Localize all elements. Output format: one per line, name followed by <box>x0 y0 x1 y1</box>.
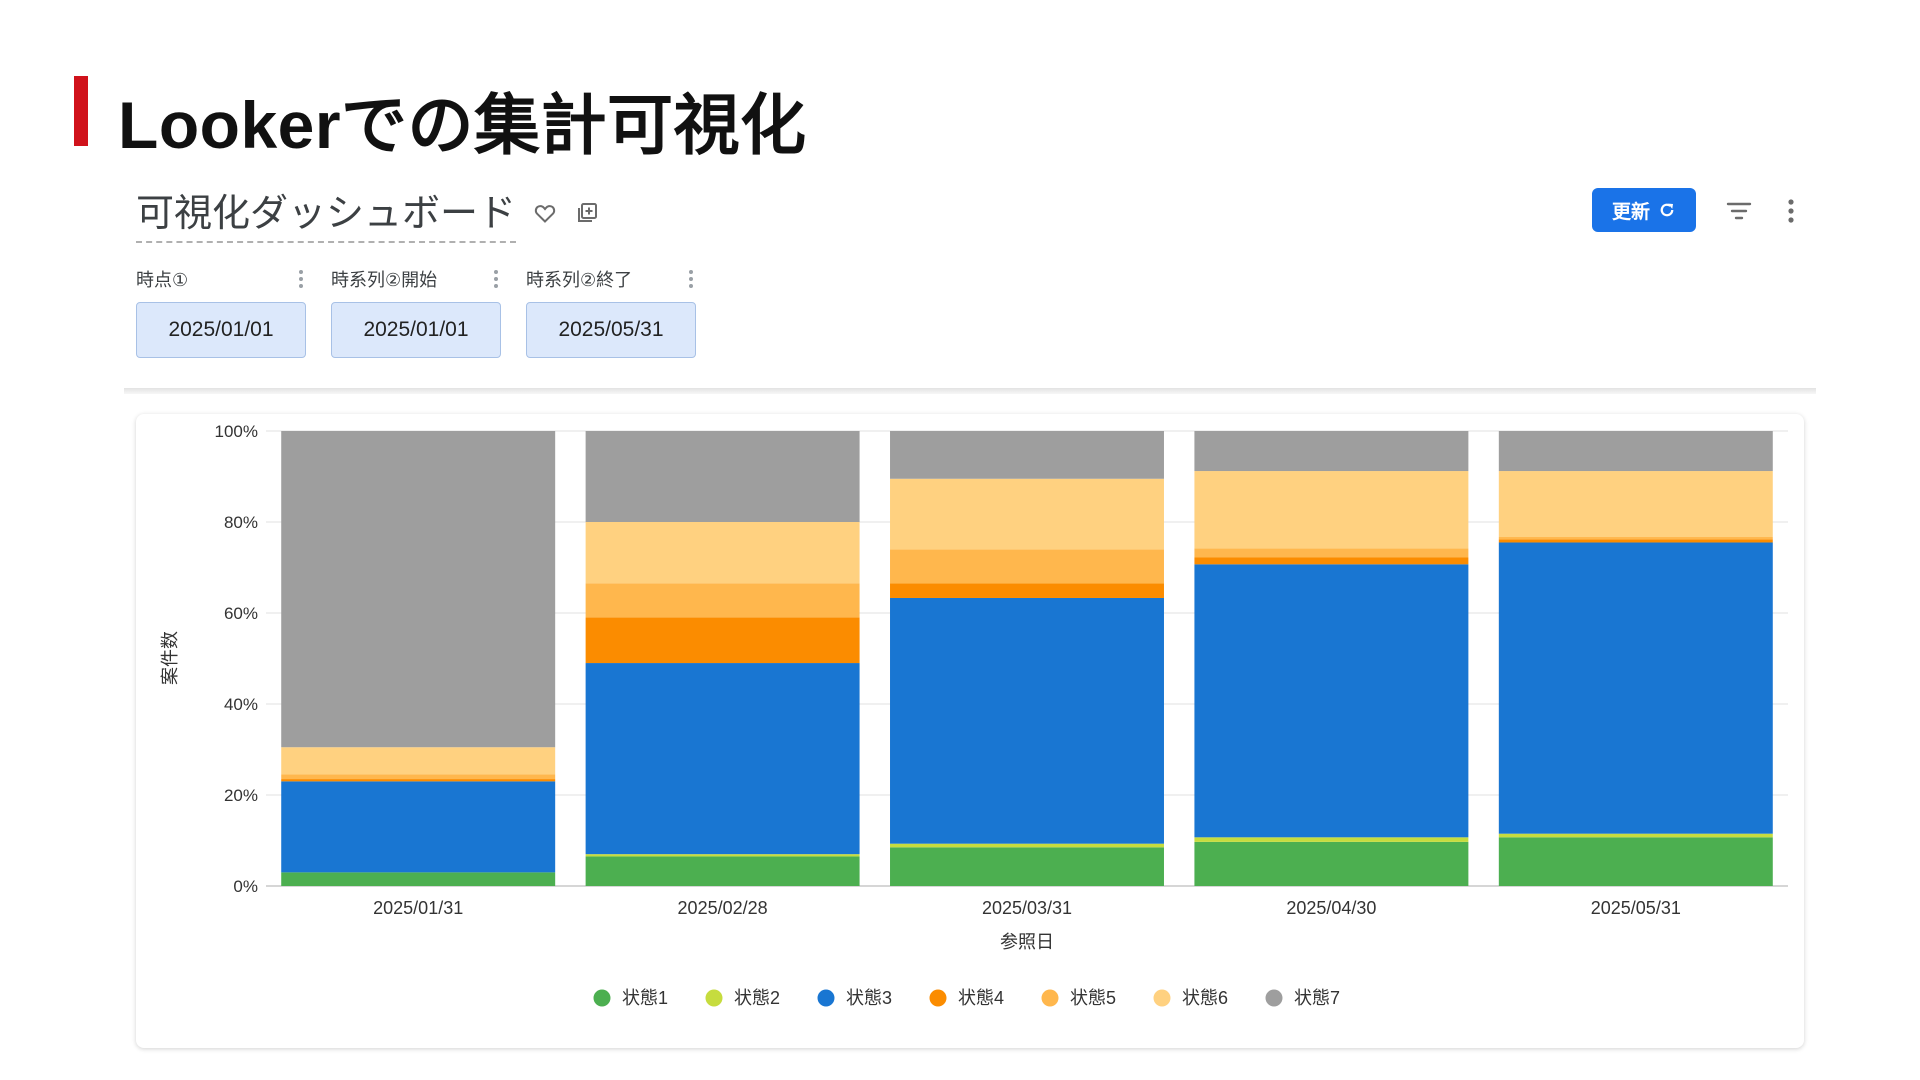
y-tick-label: 100% <box>215 422 258 441</box>
update-button-label: 更新 <box>1611 201 1650 223</box>
filter-icon[interactable] <box>1724 196 1754 226</box>
slide-title: Lookerでの集計可視化 <box>118 88 807 162</box>
bar-segment <box>585 854 860 857</box>
y-axis-title: 案件数 <box>160 631 180 685</box>
bar-segment <box>890 843 1164 848</box>
filter-label: 時系列②終了 <box>526 270 633 290</box>
legend-label: 状態7 <box>1294 988 1340 1008</box>
legend-swatch <box>705 989 723 1007</box>
more-vert-icon[interactable] <box>1776 196 1806 226</box>
legend-label: 状態4 <box>958 988 1004 1008</box>
y-tick-label: 40% <box>224 695 258 714</box>
bar-segment <box>281 431 556 748</box>
legend-label: 状態5 <box>1070 988 1116 1008</box>
bar-segment <box>1498 833 1773 838</box>
filter-series-start: 時系列②開始 2025/01/01 <box>331 266 501 358</box>
bar-segment <box>1194 471 1469 549</box>
copy-icon[interactable] <box>574 200 600 226</box>
bar-segment <box>585 522 860 584</box>
bar-segment <box>281 779 556 782</box>
x-tick-label: 2025/05/31 <box>1591 898 1681 918</box>
bar-segment <box>281 774 556 780</box>
legend-swatch <box>817 989 835 1007</box>
bar-segment <box>585 431 860 522</box>
bar-segment <box>585 856 860 886</box>
y-tick-label: 20% <box>224 786 258 805</box>
bar-segment <box>1498 837 1773 886</box>
title-accent-bar <box>74 76 88 146</box>
bar-segment <box>1498 431 1773 472</box>
chart-card: 0% 20% 40% 60% 80% 100% 2025/01/31 2025/02/28 20… <box>136 414 1804 1048</box>
filter-label: 時系列②開始 <box>331 270 438 290</box>
bar-segment <box>1194 841 1469 886</box>
bar-segment <box>1498 542 1773 834</box>
legend-swatch <box>929 989 947 1007</box>
bar-segment <box>585 663 860 855</box>
bar-segment <box>890 597 1164 844</box>
bar-segment <box>1194 548 1469 558</box>
bar-segment <box>281 872 556 886</box>
bar-segment <box>1498 539 1773 543</box>
dashboard-header: 可視化ダッシュボード <box>136 182 600 243</box>
bar-segment <box>1194 431 1469 472</box>
legend-swatch <box>1041 989 1059 1007</box>
filter-time-point: 時点① 2025/01/01 <box>136 266 306 358</box>
legend-label: 状態1 <box>622 988 668 1008</box>
bar-segment <box>281 747 556 775</box>
bar-segment <box>281 781 556 873</box>
x-tick-label: 2025/02/28 <box>678 898 768 918</box>
y-tick-label: 60% <box>224 604 258 623</box>
filter-value-input[interactable]: 2025/05/31 <box>526 302 696 358</box>
bar-segment <box>585 617 860 664</box>
legend-label: 状態2 <box>734 988 780 1008</box>
legend-label: 状態3 <box>846 988 892 1008</box>
bar-segment <box>890 847 1164 886</box>
heart-icon[interactable] <box>532 200 558 226</box>
legend-swatch <box>593 989 611 1007</box>
bar-segment <box>1498 471 1773 538</box>
bar-segment <box>585 583 860 618</box>
stacked-bar-chart: 0% 20% 40% 60% 80% 100% 2025/01/31 2025/02/28 20… <box>160 422 1788 1008</box>
filter-series-end: 時系列②終了 2025/05/31 <box>526 266 696 358</box>
filter-value-input[interactable]: 2025/01/01 <box>136 302 306 358</box>
filter-label: 時点① <box>136 270 189 290</box>
x-tick-label: 2025/04/30 <box>1286 898 1376 918</box>
x-axis-title: 参照日 <box>1000 932 1054 952</box>
y-tick-label: 80% <box>224 513 258 532</box>
y-tick-label: 0% <box>233 877 258 896</box>
update-button[interactable]: 更新 <box>1592 188 1696 232</box>
legend-swatch <box>1265 989 1283 1007</box>
filter-value-input[interactable]: 2025/01/01 <box>331 302 501 358</box>
bar-segment <box>1498 537 1773 540</box>
bar-segment <box>890 549 1164 584</box>
legend-label: 状態6 <box>1182 988 1228 1008</box>
more-vert-icon[interactable] <box>686 268 696 290</box>
bar-segment <box>890 431 1164 479</box>
dashboard-title[interactable]: 可視化ダッシュボード <box>136 182 517 243</box>
bar-segment <box>890 478 1164 550</box>
section-divider <box>124 388 1816 394</box>
refresh-icon <box>1660 203 1674 217</box>
bar-segment <box>890 583 1164 598</box>
bar-segment <box>1194 564 1469 838</box>
bar-segment <box>1194 557 1469 565</box>
legend-swatch <box>1153 989 1171 1007</box>
more-vert-icon[interactable] <box>491 268 501 290</box>
more-vert-icon[interactable] <box>296 268 306 290</box>
x-tick-label: 2025/03/31 <box>982 898 1072 918</box>
x-tick-label: 2025/01/31 <box>373 898 463 918</box>
bar-segment <box>1194 837 1469 842</box>
